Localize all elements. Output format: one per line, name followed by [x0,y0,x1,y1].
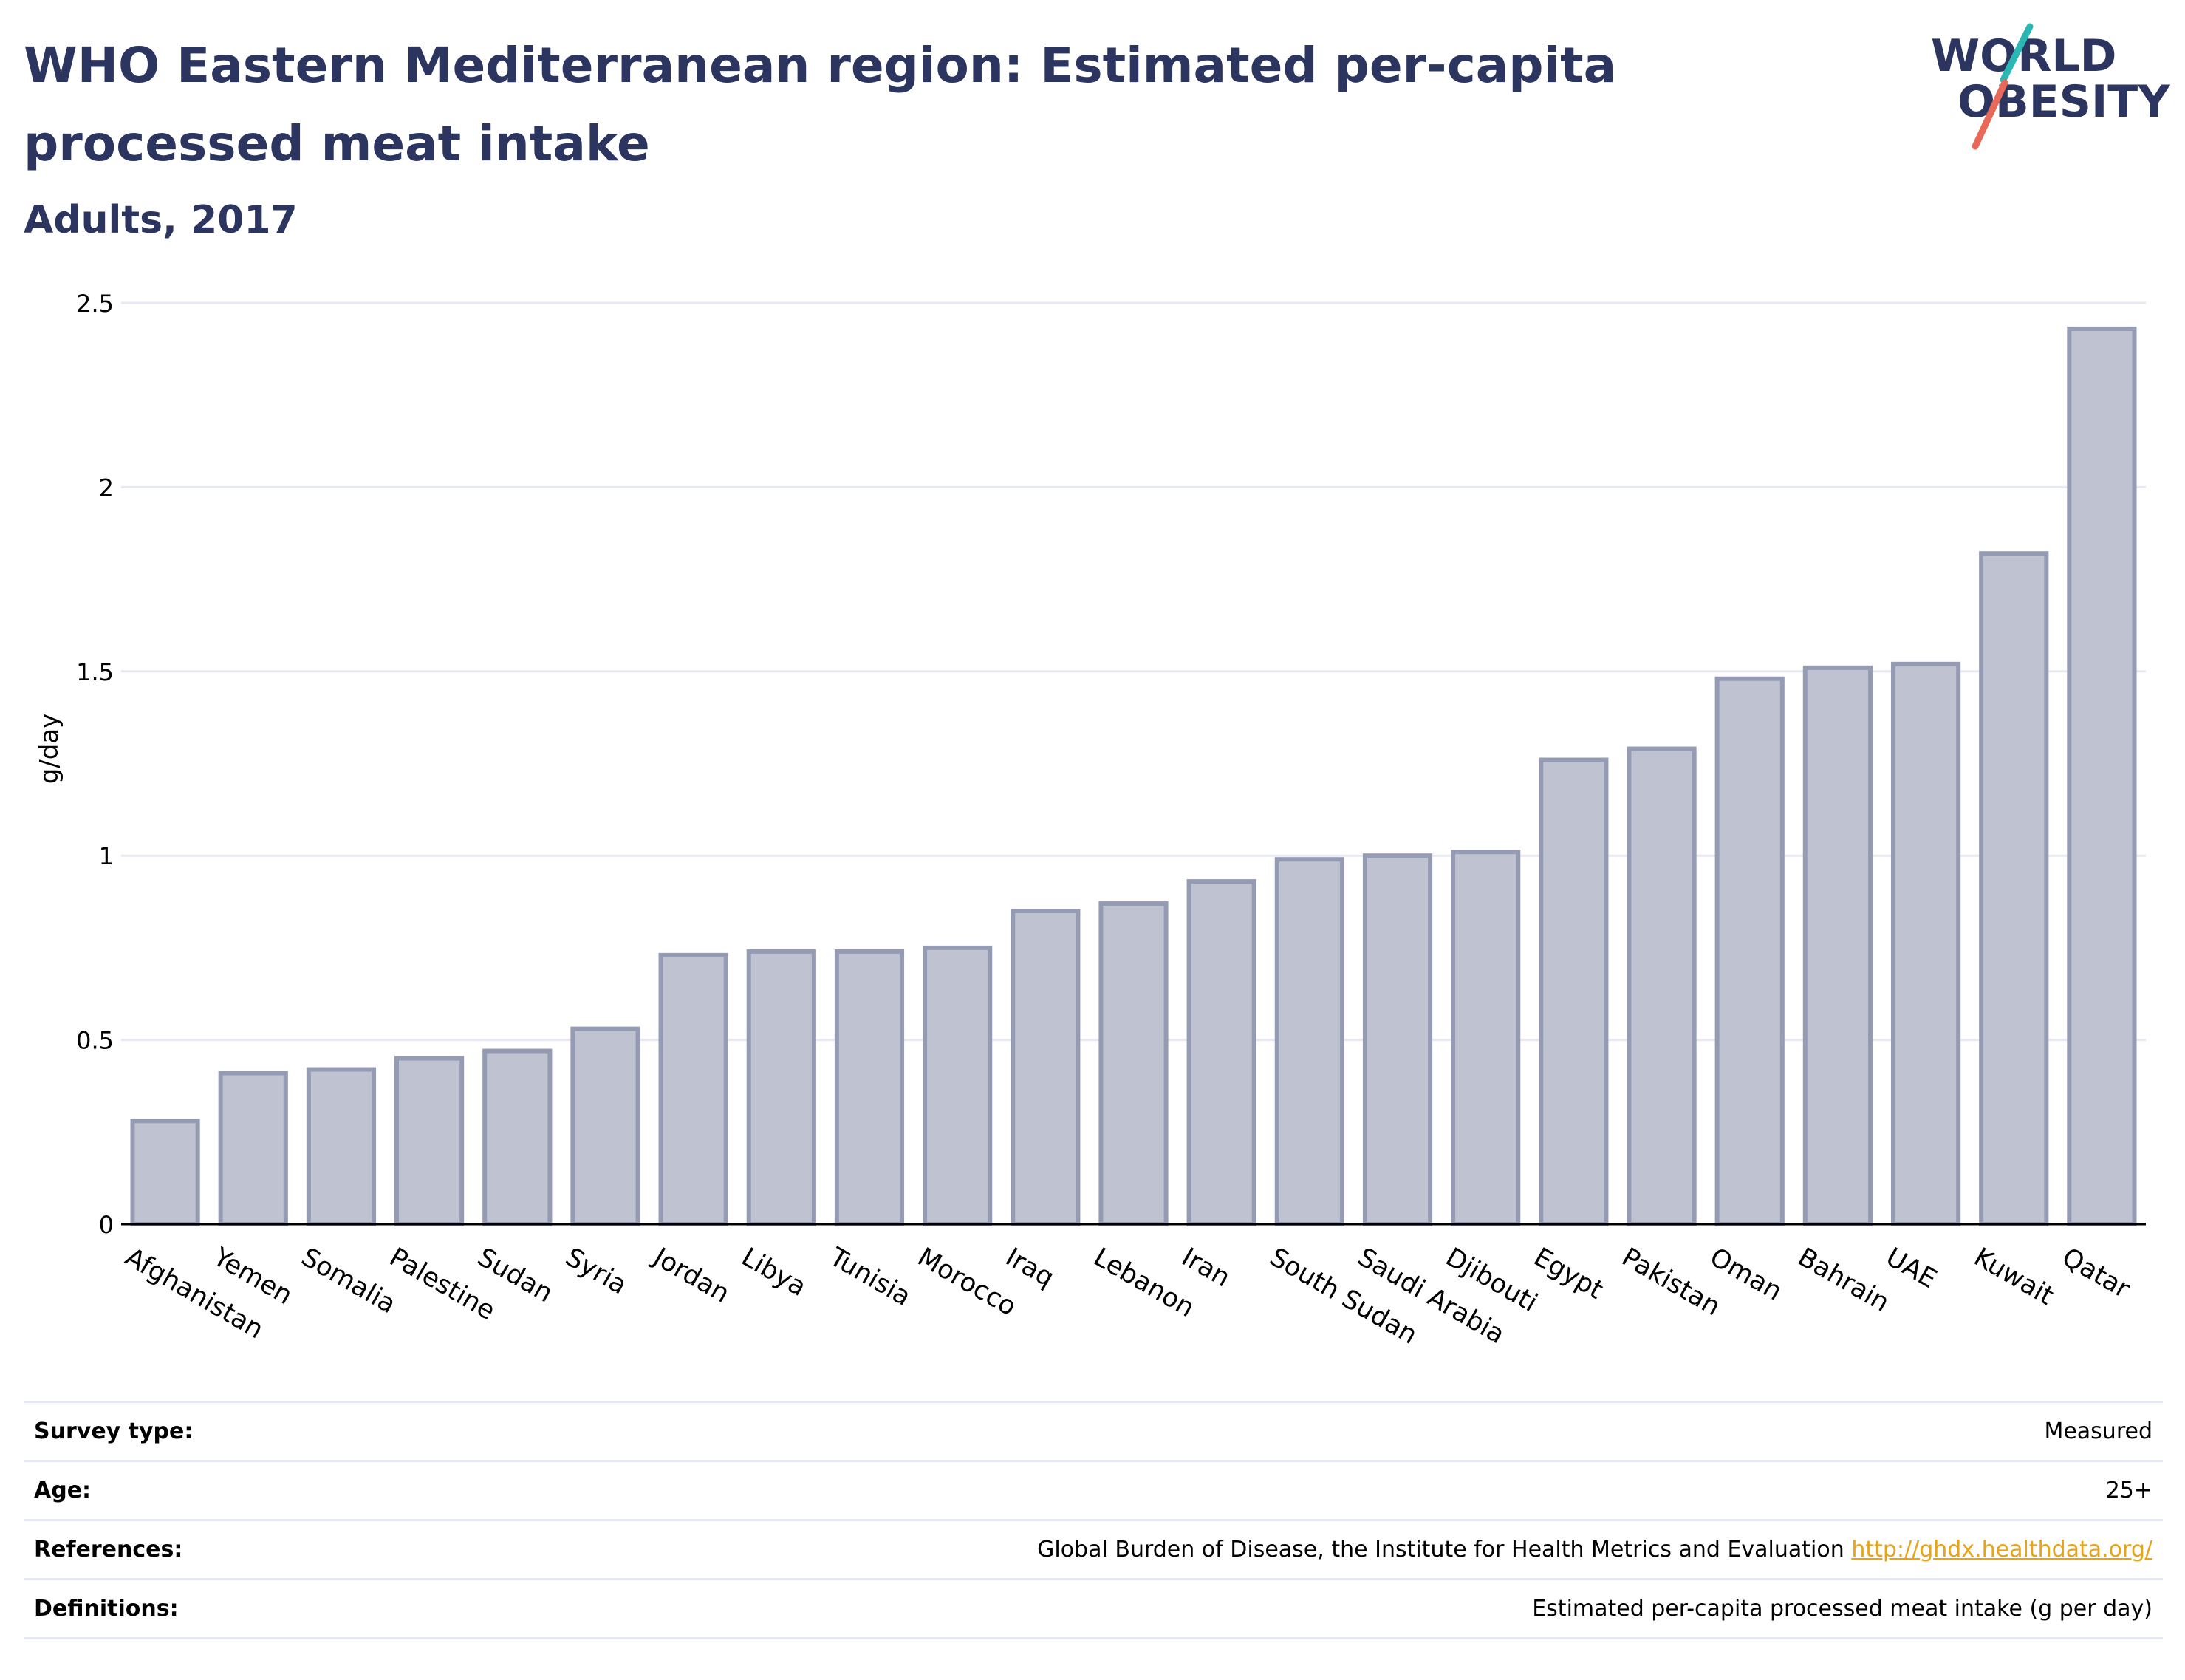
y-tick-label: 0 [99,1211,114,1239]
y-tick-label: 2.5 [76,290,114,318]
bar-chart: 0 0.5 1 1.5 2 2.5 AfghanistanYemenSomaliaPale… [35,290,2146,1351]
bar-syria[interactable] [570,1026,640,1226]
meta-label: Survey type: [34,1418,194,1444]
meta-value-text: 25+ [2105,1478,2152,1503]
bar-morocco[interactable] [923,945,993,1227]
x-tick-label: UAE [1881,1243,1941,1294]
y-tick-label: 0.5 [76,1027,114,1055]
bar-lebanon[interactable] [1098,901,1169,1226]
y-axis-ticks: 0 0.5 1 1.5 2 2.5 [76,290,114,1239]
bar-south-sudan[interactable] [1274,857,1344,1226]
bar-egypt[interactable] [1539,757,1609,1226]
meta-row: Definitions: Estimated per-capita process… [24,1579,2163,1639]
x-tick-label: Tunisia [824,1242,915,1312]
x-tick-label: Syria [561,1243,632,1301]
x-tick-label: Libya [736,1243,811,1302]
bar-iran[interactable] [1186,879,1256,1226]
y-tick-label: 2 [99,474,114,502]
bar-iraq[interactable] [1011,909,1081,1227]
meta-value: Estimated per-capita processed meat inta… [316,1580,2163,1639]
x-tick-label: Jordan [647,1242,734,1309]
x-tick-label: Saudi Arabia [1353,1243,1509,1351]
x-tick-label: Somalia [296,1243,400,1320]
chart-title: WHO Eastern Mediterranean region: Estima… [24,37,1617,172]
bar-afghanistan[interactable] [130,1119,200,1227]
meta-label: Age: [34,1478,92,1503]
world-obesity-logo: WORLD OBESITY [1931,23,2171,150]
bar-qatar[interactable] [2067,326,2137,1226]
bar-libya[interactable] [746,949,816,1226]
meta-row: Survey type: Measured [24,1401,2163,1461]
bar-jordan[interactable] [658,952,728,1226]
bar-oman[interactable] [1714,676,1785,1226]
meta-value-text: Estimated per-capita processed meat inta… [1532,1596,2152,1622]
meta-value: Global Burden of Disease, the Institute … [316,1520,2163,1580]
x-tick-label: Bahrain [1793,1243,1894,1318]
logo-slash-coral [1972,79,2008,150]
bar-djibouti[interactable] [1451,850,1521,1227]
x-tick-label: Iran [1177,1243,1235,1294]
x-tick-label: Egypt [1528,1243,1607,1305]
x-tick-label: Qatar [2057,1243,2136,1305]
x-tick-label: Iraq [1000,1243,1059,1294]
reference-link[interactable]: http://ghdx.healthdata.org/ [1851,1537,2152,1563]
y-tick-label: 1 [99,842,114,870]
x-tick-label: Morocco [912,1243,1021,1322]
bar-sudan[interactable] [482,1048,553,1226]
metadata-table: Survey type: Measured Age: 25+ References: Gl… [24,1401,2163,1639]
bar-tunisia[interactable] [834,949,905,1226]
logo-slash-teal [2000,23,2034,83]
meta-value: Measured [316,1402,2163,1461]
x-tick-label: Lebanon [1089,1243,1200,1324]
bar-uae[interactable] [1890,661,1961,1226]
meta-label: Definitions: [34,1596,179,1622]
x-tick-label: Pakistan [1617,1243,1726,1322]
chart-subtitle: Adults, 2017 [24,198,298,242]
bars [130,326,2137,1227]
y-axis-label: g/day [35,714,64,785]
bar-pakistan[interactable] [1627,746,1697,1226]
bar-yemen[interactable] [218,1071,288,1226]
meta-row: Age: 25+ [24,1461,2163,1520]
bar-bahrain[interactable] [1802,665,1873,1226]
y-tick-label: 1.5 [76,658,114,686]
meta-value-text: Measured [2044,1418,2152,1444]
bar-kuwait[interactable] [1979,551,2049,1226]
meta-value: 25+ [316,1461,2163,1520]
meta-label: References: [34,1537,183,1563]
meta-row: References: Global Burden of Disease, the… [24,1520,2163,1580]
x-tick-label: South Sudan [1265,1243,1422,1351]
x-tick-label: Kuwait [1969,1243,2058,1311]
bar-saudi-arabia[interactable] [1362,853,1433,1226]
bar-somalia[interactable] [306,1067,377,1227]
meta-value-text: Global Burden of Disease, the Institute … [1037,1537,1844,1563]
bar-palestine[interactable] [394,1056,465,1227]
